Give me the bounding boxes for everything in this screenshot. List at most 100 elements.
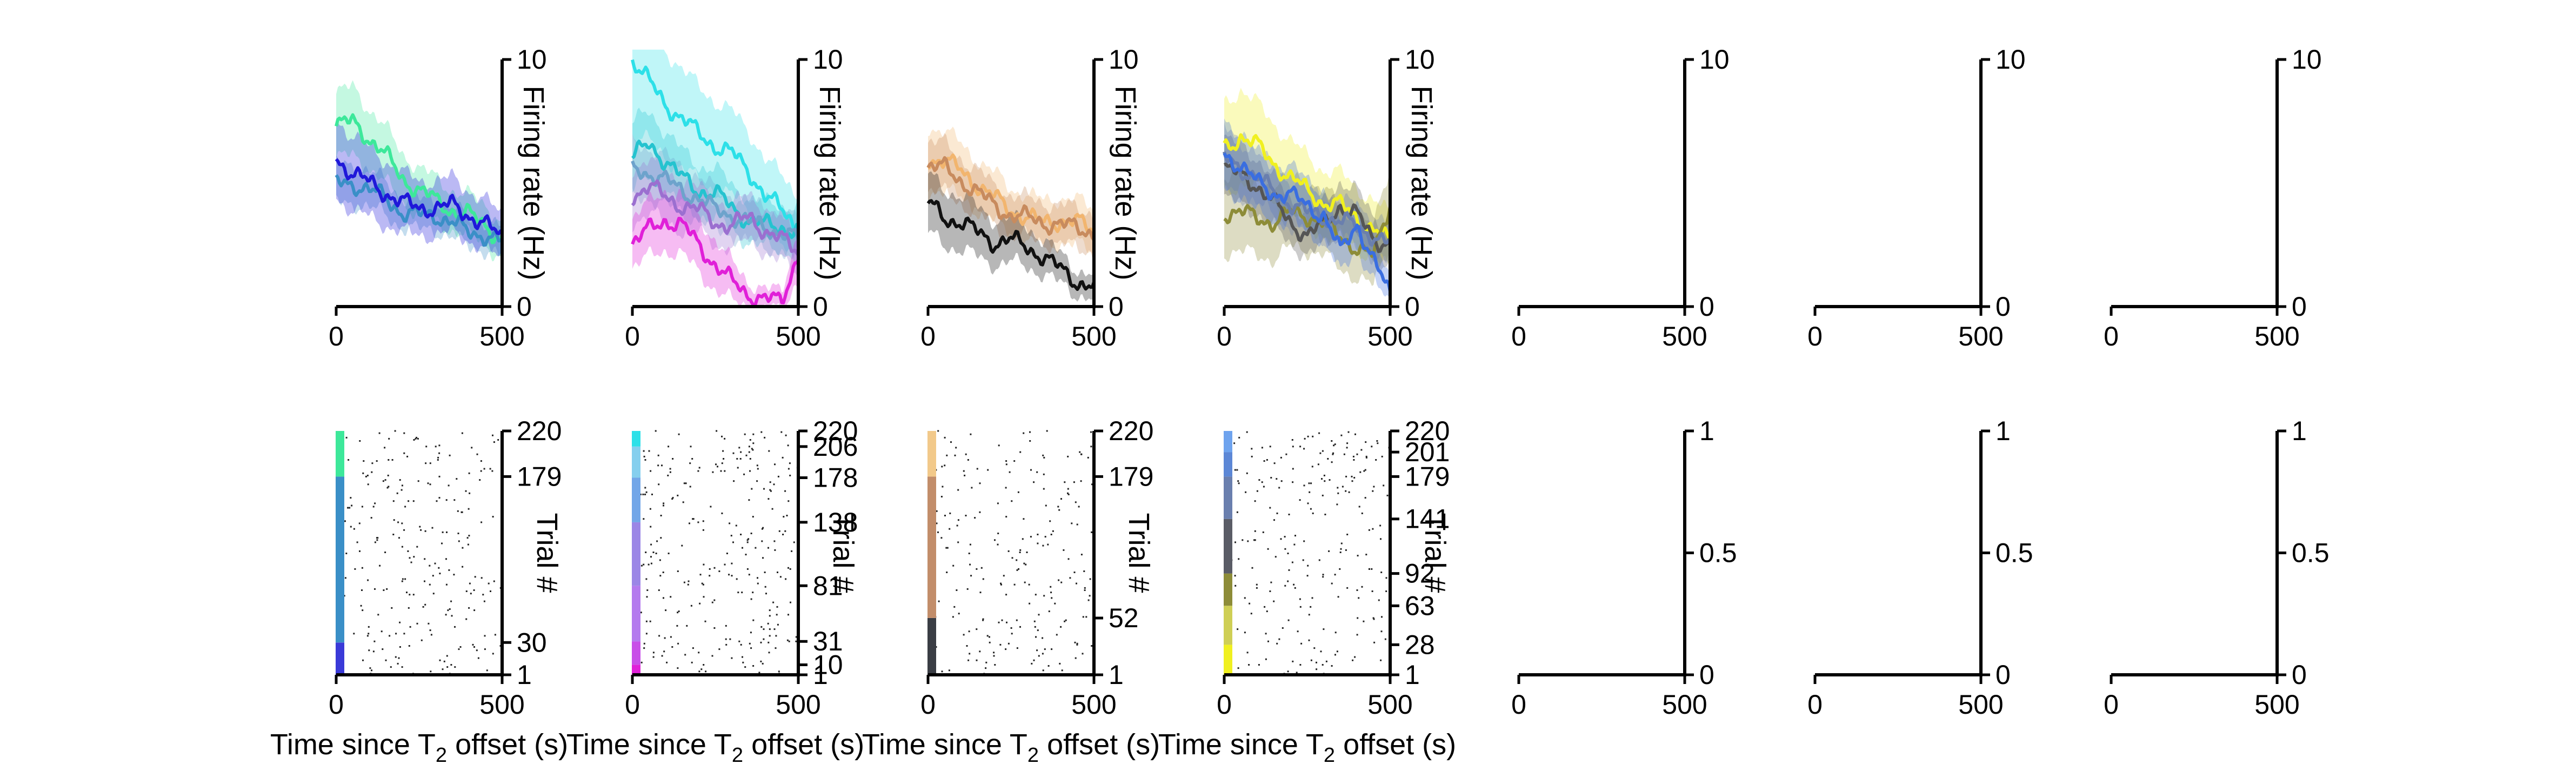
- spike-dot: [989, 641, 991, 643]
- spike-dot: [1312, 435, 1314, 437]
- spike-dot: [661, 655, 663, 657]
- spike-dot: [1284, 585, 1286, 587]
- spike-dot: [668, 553, 670, 554]
- spike-dot: [646, 596, 648, 598]
- spike-dot: [982, 619, 984, 621]
- spike-dot: [403, 432, 405, 434]
- spike-dot: [482, 594, 484, 596]
- spike-dot: [1043, 488, 1045, 490]
- spike-dot: [1010, 627, 1012, 629]
- spike-dot: [671, 646, 673, 648]
- spike-dot: [446, 531, 448, 533]
- y-tick-label: 0.5: [1699, 538, 1737, 568]
- spike-dot: [1351, 480, 1353, 482]
- spike-dot: [1334, 654, 1336, 656]
- spike-dot: [650, 470, 652, 472]
- spike-dot: [465, 590, 468, 592]
- spike-dot: [756, 464, 758, 467]
- x-tick-label: 0: [329, 321, 344, 351]
- spike-dot: [469, 582, 471, 585]
- spike-dot: [1237, 480, 1239, 482]
- spike-dot: [968, 553, 970, 554]
- y-tick-label: 1: [1109, 660, 1124, 690]
- spike-dot: [645, 633, 648, 635]
- spike-dot: [1297, 630, 1299, 633]
- spike-dot: [1291, 439, 1293, 441]
- spike-dot: [1244, 597, 1246, 599]
- spike-dot: [406, 592, 408, 594]
- trial-group-bar: [336, 476, 344, 643]
- spike-dot: [388, 437, 390, 440]
- spike-dot: [762, 527, 764, 529]
- spike-dot: [1365, 441, 1367, 443]
- spike-dot: [360, 605, 362, 607]
- x-tick-label: 500: [1367, 689, 1412, 720]
- spike-dot: [789, 474, 791, 476]
- spike-dot: [1285, 453, 1287, 455]
- spike-dot: [1383, 484, 1385, 487]
- spike-dot: [751, 488, 753, 490]
- spike-dot: [1284, 548, 1286, 550]
- spike-dot: [432, 575, 434, 577]
- spike-dot: [682, 501, 684, 503]
- spike-dot: [778, 670, 780, 673]
- spike-dot: [769, 628, 771, 630]
- spike-dot: [643, 642, 645, 645]
- spike-dot: [432, 593, 435, 595]
- y-tick-label: 28: [1405, 629, 1435, 660]
- spike-dot: [1364, 497, 1366, 499]
- spike-dot: [698, 467, 700, 469]
- spike-dot: [1299, 664, 1302, 666]
- spike-dot: [387, 474, 389, 476]
- spike-dot: [760, 660, 762, 662]
- spike-dot: [1051, 597, 1053, 599]
- spike-dot: [1266, 610, 1268, 613]
- spike-dot: [449, 608, 451, 610]
- spike-dot: [965, 515, 967, 516]
- spike-dot: [1288, 569, 1290, 571]
- spike-dot: [462, 566, 464, 568]
- y-tick-label: 63: [1405, 590, 1435, 621]
- spike-dot: [1368, 529, 1370, 531]
- spike-dot: [788, 567, 789, 569]
- spike-dot: [404, 506, 406, 508]
- spike-dot: [715, 463, 717, 466]
- spike-dot: [745, 454, 748, 456]
- spike-dot: [1019, 626, 1021, 628]
- spike-dot: [1025, 563, 1027, 566]
- spike-dot: [963, 634, 965, 636]
- spike-dot: [639, 493, 642, 495]
- spike-dot: [1373, 486, 1375, 488]
- x-tick-label: 500: [1367, 321, 1412, 351]
- spike-dot: [1017, 491, 1019, 493]
- spike-dot: [1035, 636, 1037, 638]
- spike-dot: [368, 633, 370, 635]
- spike-dot: [438, 444, 441, 447]
- spike-dot: [1029, 602, 1031, 605]
- spike-dot: [1278, 487, 1280, 489]
- spike-dot: [685, 482, 687, 484]
- spike-dot: [1011, 633, 1013, 635]
- spike-dot: [748, 451, 750, 453]
- spike-dot: [1363, 620, 1365, 622]
- series-line-s1: [631, 59, 800, 236]
- spike-dot: [1331, 461, 1333, 463]
- spike-dot: [1005, 516, 1007, 518]
- spike-dot: [965, 453, 967, 455]
- spike-dot: [976, 659, 978, 661]
- spike-dot: [377, 614, 379, 616]
- spike-dot: [657, 464, 659, 467]
- spike-dot: [1322, 664, 1324, 666]
- spike-dot: [710, 506, 712, 508]
- y-tick-label: 1: [1996, 416, 2011, 446]
- spike-dot: [442, 531, 444, 533]
- spike-dot: [1047, 543, 1049, 546]
- spike-dot: [691, 458, 693, 460]
- y-tick-label: 1: [813, 660, 828, 690]
- spike-dot: [413, 556, 415, 558]
- spike-dot: [493, 441, 495, 443]
- spike-dot: [663, 502, 665, 504]
